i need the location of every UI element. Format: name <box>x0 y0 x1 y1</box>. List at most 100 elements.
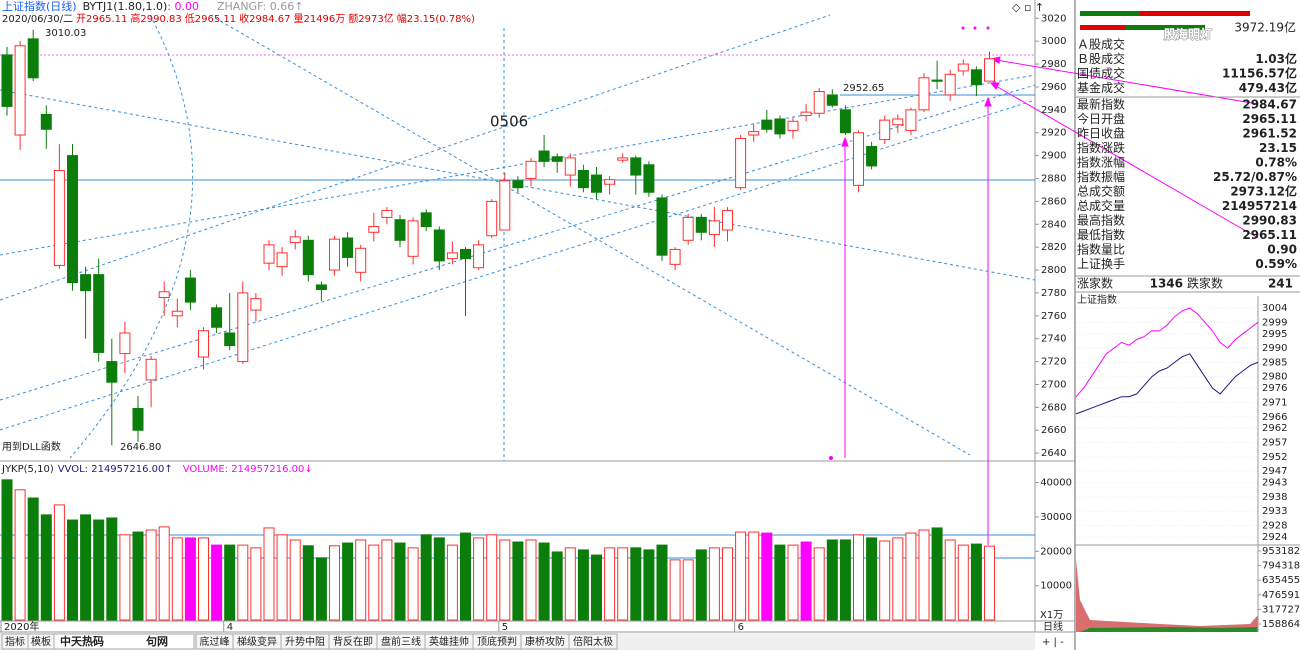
date: 2020/06/30/二 <box>2 14 73 25</box>
volume-indicator: VOLUME: 214957216.00↓ <box>183 464 313 475</box>
logo-text: 中天热码 <box>60 634 104 648</box>
x-tick-label: 4 <box>227 622 233 633</box>
y-tick-label: 2840 <box>1041 219 1066 230</box>
volume-bar <box>263 527 275 621</box>
quote-panel: 3972.19亿 股海明灯 <box>1075 11 1300 632</box>
volume-bar <box>682 559 694 621</box>
candle-body <box>839 109 851 134</box>
volume-bar <box>577 549 589 621</box>
quote-value: 214957214 <box>1222 199 1297 213</box>
volume-bar <box>944 539 956 621</box>
volume-bar <box>512 541 524 621</box>
tab-label[interactable]: 顶底预判 <box>477 635 517 648</box>
quote-value: 25.72/0.87% <box>1213 170 1297 184</box>
top-value: 3972.19亿 <box>1234 20 1296 35</box>
volume-bar <box>761 532 773 621</box>
tab-label[interactable]: 盘前三线 <box>381 635 421 648</box>
candle-body <box>879 119 891 141</box>
candle-body <box>250 298 262 311</box>
tab-label[interactable]: 底过峰 <box>200 635 230 648</box>
quote-value: 2990.83 <box>1242 214 1297 228</box>
volume-bar <box>237 544 249 621</box>
volume-bar <box>591 554 602 621</box>
arrows <box>829 26 1259 545</box>
y-tick-label: 2680 <box>1041 402 1066 413</box>
candle-body <box>761 119 773 130</box>
y-tick-label: 10000 <box>1040 581 1072 592</box>
fan-line <box>0 89 1036 281</box>
candle-body <box>905 109 917 131</box>
tab-label[interactable]: 康桥攻防 <box>525 635 565 648</box>
window-icon[interactable]: ◇ ▫ ↑ <box>1012 1 1044 14</box>
volume-bar <box>289 539 301 621</box>
candle-body <box>433 229 445 262</box>
y-tick-label: 2943 <box>1262 478 1287 489</box>
volume-bar <box>381 539 393 621</box>
y-tick-label: 2800 <box>1041 265 1066 276</box>
tab-label[interactable]: 倍阳太极 <box>573 635 613 648</box>
quote-value: 23.15 <box>1259 141 1297 155</box>
y-tick-label: 2995 <box>1262 329 1287 340</box>
tab-label[interactable]: 升势中阻 <box>285 635 325 648</box>
tab-label[interactable]: 模板 <box>31 635 51 648</box>
quote-label: 基金成交 <box>1077 80 1125 95</box>
volume-bar <box>643 549 655 621</box>
y-tick-label: 2760 <box>1041 311 1066 322</box>
candle-body <box>813 91 825 114</box>
quote-label: 指数量比 <box>1077 242 1125 257</box>
info: 收2984.67 <box>239 12 290 25</box>
info-line: 2020/06/30/二 开2965.11 高2990.83 低2965.11 收298… <box>2 12 475 25</box>
candle-body <box>446 252 458 260</box>
volume-bar <box>145 529 157 621</box>
volume-bar <box>866 537 878 621</box>
quote-label: 总成交量 <box>1077 198 1125 213</box>
volume-bar <box>669 559 681 621</box>
candle-body <box>53 169 65 266</box>
candle-body <box>577 169 589 189</box>
indicator-value: : 0.00 <box>167 0 199 13</box>
volume-bar <box>931 527 943 621</box>
y-tick-label: 2940 <box>1041 105 1066 116</box>
zoom-button[interactable]: + | - <box>1042 637 1064 648</box>
volume-bar <box>984 545 995 621</box>
quote-label: 昨日收盘 <box>1077 126 1125 141</box>
volume-bar <box>499 539 511 621</box>
volume-bar <box>787 544 799 621</box>
tab[interactable] <box>568 633 618 650</box>
candle-body <box>918 77 930 111</box>
volume-bar <box>53 504 65 621</box>
y-tick-label: 20000 <box>1040 546 1072 557</box>
volume-indicator: VVOL: 214957216.00↑ <box>58 464 173 475</box>
y-tick-label: 2820 <box>1041 242 1066 253</box>
volume-bar <box>368 544 380 621</box>
volume-bar <box>656 544 668 621</box>
y-tick-label: 2880 <box>1041 174 1066 185</box>
tab-label[interactable]: 背反在即 <box>333 635 373 648</box>
volume-bar <box>879 540 891 621</box>
candle-body <box>957 63 969 72</box>
y-tick-label: 2962 <box>1262 423 1287 434</box>
volume-bar <box>27 497 39 621</box>
info: 幅23.15(0.78%) <box>397 12 475 25</box>
y2-tick-label: 158864 <box>1262 619 1300 630</box>
candle-body <box>617 157 629 161</box>
candle-body <box>486 200 498 237</box>
x-tick-label: 5 <box>502 622 508 633</box>
candle-body <box>67 155 78 284</box>
y2-tick-label: 635455 <box>1262 575 1300 586</box>
tab-label[interactable]: 指标 <box>5 635 25 648</box>
candle-body <box>342 237 354 258</box>
tab-label[interactable]: 英雄挂帅 <box>429 635 469 648</box>
y-tick-label: 30000 <box>1040 512 1072 523</box>
breadth-label: 跌家数 <box>1187 276 1223 291</box>
quote-value: 2965.11 <box>1242 228 1297 242</box>
y-tick-label: 2640 <box>1041 448 1066 459</box>
candle-body <box>237 292 249 363</box>
volume-bar <box>355 539 367 621</box>
tab-label[interactable]: 梯级变异 <box>237 635 277 648</box>
y-tick-label: 2924 <box>1262 532 1287 543</box>
candle-body <box>564 157 576 176</box>
volume-bar <box>132 531 144 621</box>
volume-bar <box>617 547 629 621</box>
volume-bar <box>970 543 982 621</box>
